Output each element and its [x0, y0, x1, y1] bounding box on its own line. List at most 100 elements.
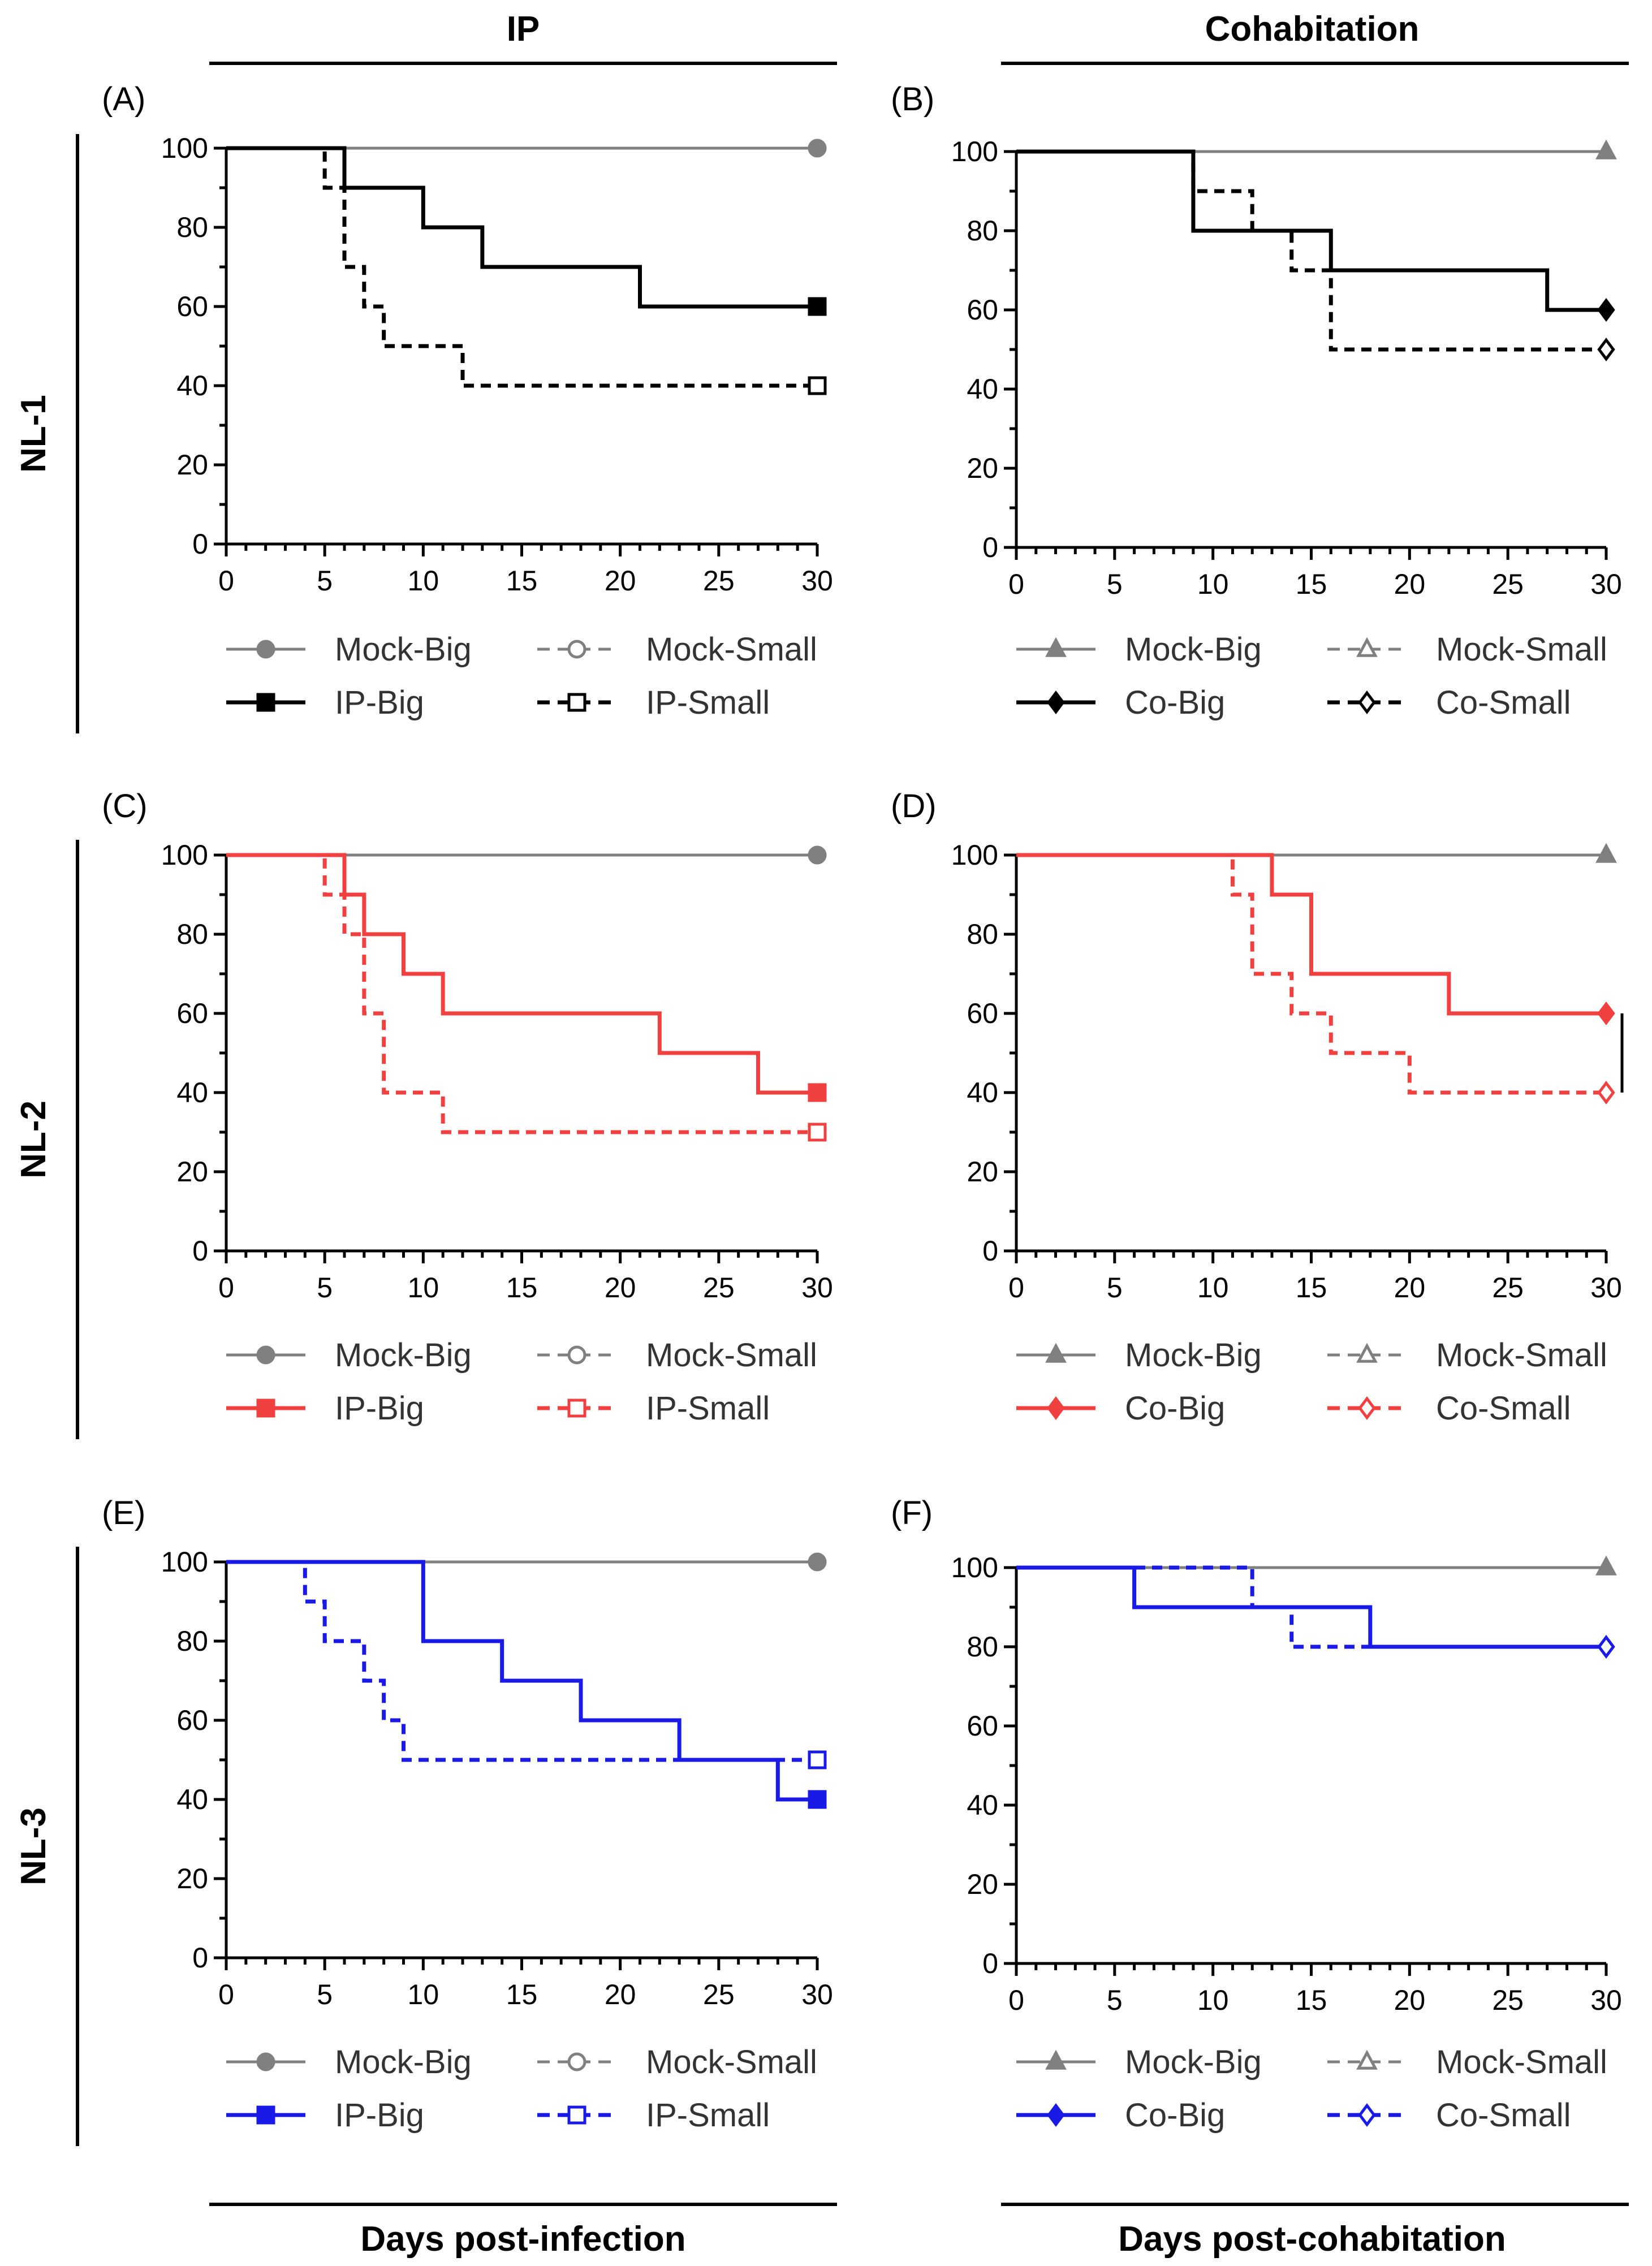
legend-label-mock-small: Mock-Small [1436, 2044, 1607, 2081]
y-tick-label: 60 [967, 998, 998, 1029]
row-label-nl3: NL-3 [14, 1807, 53, 1885]
legend-label-co-big: Co-Big [1125, 1390, 1225, 1427]
legend-label-co-small: Co-Small [1436, 684, 1571, 721]
legend-label-mock-small: Mock-Small [646, 631, 817, 668]
panel-label: (F) [891, 1495, 933, 1531]
legend-label-mock-small: Mock-Small [1436, 1337, 1607, 1374]
x-tick-label: 15 [506, 565, 538, 597]
y-tick-label: 80 [176, 1625, 208, 1657]
legend-marker-ip-big [256, 693, 275, 712]
x-tick-label: 0 [218, 1979, 234, 2010]
legend-label-ip-big: IP-Big [335, 1390, 424, 1427]
legend-label-ip-small: IP-Small [646, 2097, 770, 2134]
legend-label-mock-big: Mock-Big [335, 2044, 472, 2081]
legend-marker-mock-big [256, 1345, 275, 1365]
series-end-marker-ip-small [808, 1123, 827, 1142]
row-label-nl1: NL-1 [14, 395, 53, 473]
y-tick-label: 40 [176, 1784, 208, 1815]
legend-marker-co-big [1047, 2103, 1065, 2127]
legend-label-mock-small: Mock-Small [1436, 631, 1607, 668]
x-tick-label: 25 [1492, 568, 1524, 600]
legend: Mock-Big Mock-Small IP-Big IP-Small [226, 1337, 817, 1427]
series-end-marker-co-small [1597, 1635, 1615, 1659]
series-end-marker-co-big [1597, 1002, 1615, 1025]
legend-marker-ip-small [567, 693, 586, 712]
y-tick-label: 80 [176, 212, 208, 243]
y-tick-label: 100 [951, 136, 998, 167]
legend-label-mock-big: Mock-Big [1125, 1337, 1262, 1374]
x-tick-label: 10 [408, 1979, 439, 2010]
legend-marker-ip-small [567, 2105, 586, 2125]
panel-label: (E) [102, 1495, 145, 1531]
y-tick-label: 40 [176, 370, 208, 402]
legend-label-ip-big: IP-Big [335, 684, 424, 721]
x-tick-label: 15 [1296, 1272, 1327, 1304]
x-tick-label: 0 [218, 565, 234, 597]
legend-label-mock-big: Mock-Big [1125, 2044, 1262, 2081]
series-end-marker-ip-small [808, 376, 827, 395]
y-tick-label: 80 [967, 1631, 998, 1663]
legend-marker-co-small [1358, 690, 1376, 714]
x-tick-label: 10 [408, 565, 439, 597]
y-tick-label: 20 [967, 452, 998, 484]
legend-marker-ip-big [256, 2105, 275, 2125]
y-tick-label: 20 [967, 1156, 998, 1188]
legend-label-mock-big: Mock-Big [335, 631, 472, 668]
legend-marker-co-big [1047, 1396, 1065, 1420]
x-tick-label: 30 [1590, 568, 1622, 600]
y-tick-label: 0 [982, 532, 998, 563]
series-end-marker-ip-big [808, 1083, 827, 1102]
legend-label-mock-big: Mock-Big [1125, 631, 1262, 668]
series-line-co-big [1016, 1565, 1606, 1649]
legend-marker-mock-small [567, 1345, 586, 1365]
legend-marker-mock-big [1045, 2049, 1067, 2070]
panel-label: (D) [891, 788, 937, 825]
legend: Mock-Big Mock-Small Co-Big Co-Small [1016, 631, 1607, 721]
legend-label-ip-small: IP-Small [646, 1390, 770, 1427]
panel-label: (C) [102, 788, 148, 825]
legend-label-co-big: Co-Big [1125, 2097, 1225, 2134]
x-tick-label: 5 [317, 1272, 333, 1304]
x-tick-label: 10 [1197, 1272, 1229, 1304]
row-label-nl2: NL-2 [14, 1100, 53, 1179]
significance-label: ** [1641, 1043, 1652, 1063]
legend-marker-mock-small [1356, 2049, 1378, 2070]
x-tick-label: 25 [703, 1979, 735, 2010]
x-tick-label: 5 [1107, 1272, 1123, 1304]
legend: Mock-Big Mock-Small Co-Big Co-Small [1016, 2044, 1607, 2134]
y-tick-label: 0 [982, 1235, 998, 1267]
footer-days-post-infection: Days post-infection [360, 2220, 685, 2259]
x-tick-label: 0 [1008, 1272, 1024, 1304]
series-line-co-small [1016, 1565, 1606, 1649]
panel-label: (A) [102, 81, 145, 118]
y-tick-label: 80 [967, 215, 998, 247]
legend-marker-mock-big [1045, 1343, 1067, 1363]
y-tick-label: 100 [161, 839, 208, 871]
x-tick-label: 25 [1492, 1272, 1524, 1304]
y-tick-label: 0 [192, 1942, 208, 1974]
y-tick-label: 60 [176, 998, 208, 1029]
legend: Mock-Big Mock-Small Co-Big Co-Small [1016, 1337, 1607, 1427]
x-tick-label: 20 [1394, 568, 1426, 600]
series-end-marker-ip-big [808, 297, 827, 316]
x-tick-label: 15 [506, 1272, 538, 1304]
header-cohabitation: Cohabitation [1205, 10, 1420, 49]
x-tick-label: 0 [218, 1272, 234, 1304]
y-tick-label: 100 [951, 839, 998, 871]
series-line-ip-small [226, 853, 817, 1134]
legend-marker-ip-small [567, 1399, 586, 1418]
y-tick-label: 60 [967, 1710, 998, 1742]
series-end-marker-co-small [1597, 338, 1615, 361]
legend-marker-mock-small [567, 2052, 586, 2071]
y-tick-label: 60 [176, 291, 208, 322]
legend: Mock-Big Mock-Small IP-Big IP-Small [226, 2044, 817, 2134]
legend-marker-co-big [1047, 690, 1065, 714]
x-tick-label: 15 [1296, 1984, 1327, 2016]
y-tick-label: 0 [192, 1235, 208, 1267]
y-tick-label: 40 [176, 1077, 208, 1108]
legend-label-mock-big: Mock-Big [335, 1337, 472, 1374]
